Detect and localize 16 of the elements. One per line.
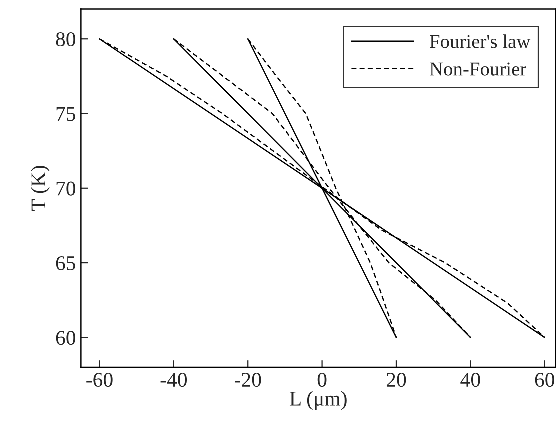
x-tick-label: -40	[160, 372, 188, 388]
x-tick-label: 20	[386, 372, 406, 388]
y-tick-label: 75	[56, 107, 76, 122]
x-tick-label: 60	[535, 372, 554, 388]
legend-label: Non-Fourier	[430, 62, 527, 76]
legend-label: Fourier's law	[430, 34, 531, 48]
y-tick-label: 70	[56, 182, 76, 196]
x-tick-label: 0	[318, 372, 327, 388]
y-tick-label: 65	[56, 256, 76, 270]
x-tick-label: -60	[86, 372, 113, 388]
y-tick-label: 60	[56, 331, 76, 346]
y-axis-title: T (K)	[31, 166, 50, 212]
x-axis-title: L (μm)	[290, 391, 347, 410]
x-tick-label: 40	[460, 372, 480, 388]
x-tick-label: -20	[234, 372, 262, 388]
y-tick-label: 80	[56, 32, 76, 47]
